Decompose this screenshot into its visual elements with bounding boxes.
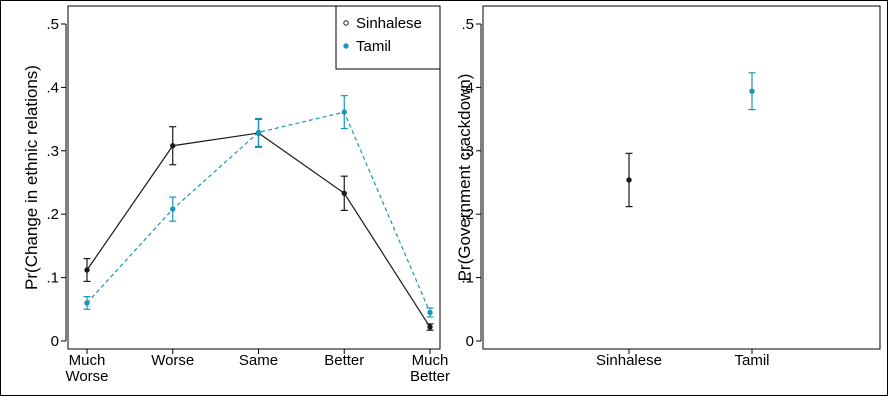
y-axis-title: Pr(Government crackdown): [455, 74, 474, 282]
y-tick-label: .2: [461, 206, 474, 223]
data-point-sinhalese: [84, 267, 90, 273]
x-tick-label: Much: [412, 352, 449, 369]
legend: Sinhalese Tamil: [335, 5, 441, 70]
y-tick-label: .2: [46, 206, 59, 223]
x-tick-label: Better: [410, 368, 450, 385]
y-tick-label: .3: [461, 143, 474, 160]
data-point-tamil: [427, 309, 433, 316]
y-tick-label: .1: [461, 270, 474, 287]
y-tick-label: .3: [46, 143, 59, 160]
panel-change-ethnic-relations: 0 .1 .2 .3 .4 .5 Pr(Change in ethnic relations…: [22, 5, 450, 385]
data-point-tamil: [255, 129, 262, 136]
plot-frame: [67, 5, 441, 350]
x-tick-label: Same: [239, 352, 278, 369]
data-point-sinhalese: [170, 143, 176, 149]
data-point-sinhalese: [341, 190, 347, 196]
data-point-tamil: [84, 300, 90, 306]
y-axis-title: Pr(Change in ethnic relations): [22, 65, 41, 290]
legend-marker-sinhalese: [343, 20, 349, 26]
y-tick-label: 0: [466, 333, 474, 350]
data-point-sinhalese: [427, 324, 433, 330]
data-point-tamil: [749, 88, 755, 94]
panel-government-crackdown: 0 .1 .2 .3 .4 .5 Pr(Government crackdown) Sinha…: [455, 5, 881, 369]
y-tick-label: .1: [46, 270, 59, 287]
y-tick-label: .4: [461, 79, 474, 96]
series-line-tamil: [86, 111, 431, 313]
y-tick-label: .5: [46, 16, 59, 33]
legend-label-tamil: Tamil: [356, 38, 391, 55]
legend-label-sinhalese: Sinhalese: [356, 15, 422, 32]
data-point-tamil: [170, 206, 176, 212]
y-tick-label: 0: [51, 333, 59, 350]
series-line-sinhalese: [86, 132, 431, 328]
x-tick-label: Worse: [65, 368, 108, 385]
y-tick-label: .5: [461, 16, 474, 33]
x-tick-label: Sinhalese: [596, 352, 662, 369]
x-tick-label: Much: [69, 352, 106, 369]
plot-frame: [482, 5, 881, 350]
legend-box: [335, 5, 441, 70]
legend-marker-tamil: [343, 43, 349, 49]
data-point-tamil: [341, 109, 347, 115]
y-tick-label: .4: [46, 79, 59, 96]
x-tick-label: Better: [324, 352, 364, 369]
x-tick-label: Tamil: [734, 352, 769, 369]
x-tick-label: Worse: [151, 352, 194, 369]
data-point-sinhalese: [626, 177, 632, 183]
